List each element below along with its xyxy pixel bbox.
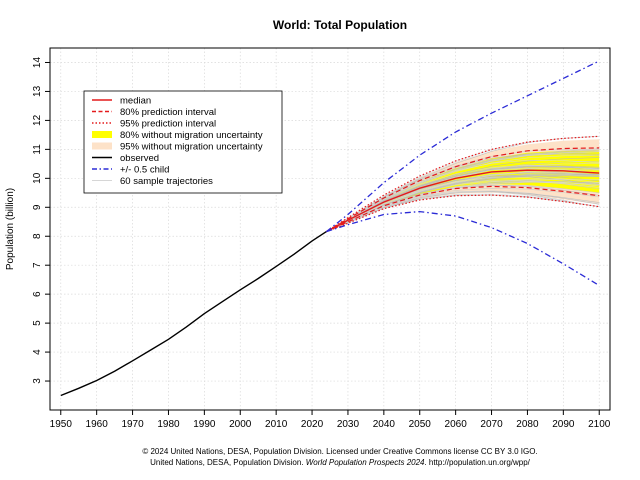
x-tick-label: 2090 [552,419,575,430]
x-tick-label: 2080 [516,419,539,430]
credit-line-2-suffix: . http://population.un.org/wpp/ [424,458,530,467]
legend-item: 95% prediction interval [92,119,216,130]
credit-line-2: United Nations, DESA, Population Divisio… [150,458,531,467]
credit-line-2-title: World Population Prospects 2024 [306,458,425,467]
y-tick-label: 10 [32,172,43,184]
y-tick-label: 4 [32,349,43,355]
legend-label: 95% without migration uncertainty [120,142,263,153]
y-tick-label: 3 [32,378,43,384]
chart-title: World: Total Population [273,18,407,32]
x-tick-label: 2010 [265,419,288,430]
sample-trajectory [326,175,600,232]
x-tick-label: 2000 [229,419,252,430]
x-tick-label: 1960 [86,419,109,430]
pi80-lower-line [326,185,600,233]
legend-label: 60 sample trajectories [120,176,213,187]
x-tick-label: 2060 [445,419,468,430]
legend-label: median [120,96,151,107]
plus-half-child-line [325,60,600,233]
legend-item: observed [92,153,159,164]
y-tick-label: 7 [32,262,43,268]
legend-label: observed [120,153,159,164]
x-tick-label: 1970 [121,419,144,430]
y-tick-label: 14 [32,57,43,69]
x-tick-label: 2030 [337,419,360,430]
y-tick-label: 12 [32,114,43,126]
pi95-lower-line [326,194,600,233]
legend-box [83,90,283,194]
y-tick-label: 5 [32,320,43,326]
x-axis: 1950 1960 1970 1980 1990 2000 2010 2020 2030 2040… [50,410,611,430]
y-tick-label: 8 [32,233,43,239]
legend-item: 80% without migration uncertainty [92,130,263,141]
x-tick-label: 1980 [157,419,180,430]
legend-item: median [92,96,151,107]
legend-item: 80% prediction interval [92,107,216,118]
legend-label: 95% prediction interval [120,119,216,130]
credit-line-1: © 2024 United Nations, DESA, Population … [142,447,537,456]
legend-label: +/- 0.5 child [120,165,169,176]
x-tick-label: 2100 [588,419,611,430]
credit-line-2-prefix: United Nations, DESA, Population Divisio… [150,458,306,467]
sample-trajectory [326,194,600,232]
legend-item: +/- 0.5 child [92,165,169,176]
legend-item: 95% without migration uncertainty [92,142,263,153]
y-axis-label: Population (billion) [5,188,16,270]
x-tick-label: 2020 [301,419,324,430]
pi95-upper-line [326,135,600,233]
sample-trajectory [326,148,600,232]
plot-frame [49,47,611,411]
median-line [326,169,600,233]
y-axis: 3 4 5 6 7 8 9 10 11 12 13 14 [32,57,50,384]
pi80-upper-line [326,147,600,233]
x-tick-label: 2070 [480,419,503,430]
observed-line [60,231,327,397]
minus-half-child-line [326,210,600,287]
x-tick-label: 2050 [409,419,432,430]
legend-label: 80% without migration uncertainty [120,130,263,141]
y-tick-label: 6 [32,291,43,297]
legend-item: 60 sample trajectories [92,176,213,187]
series-lines [60,60,600,397]
legend-label: 80% prediction interval [120,107,216,118]
x-tick-label: 2040 [373,419,396,430]
x-tick-label: 1990 [193,419,216,430]
x-tick-label: 1950 [50,419,73,430]
y-tick-label: 9 [32,204,43,210]
y-tick-label: 13 [32,85,43,97]
y-tick-label: 11 [32,144,43,155]
